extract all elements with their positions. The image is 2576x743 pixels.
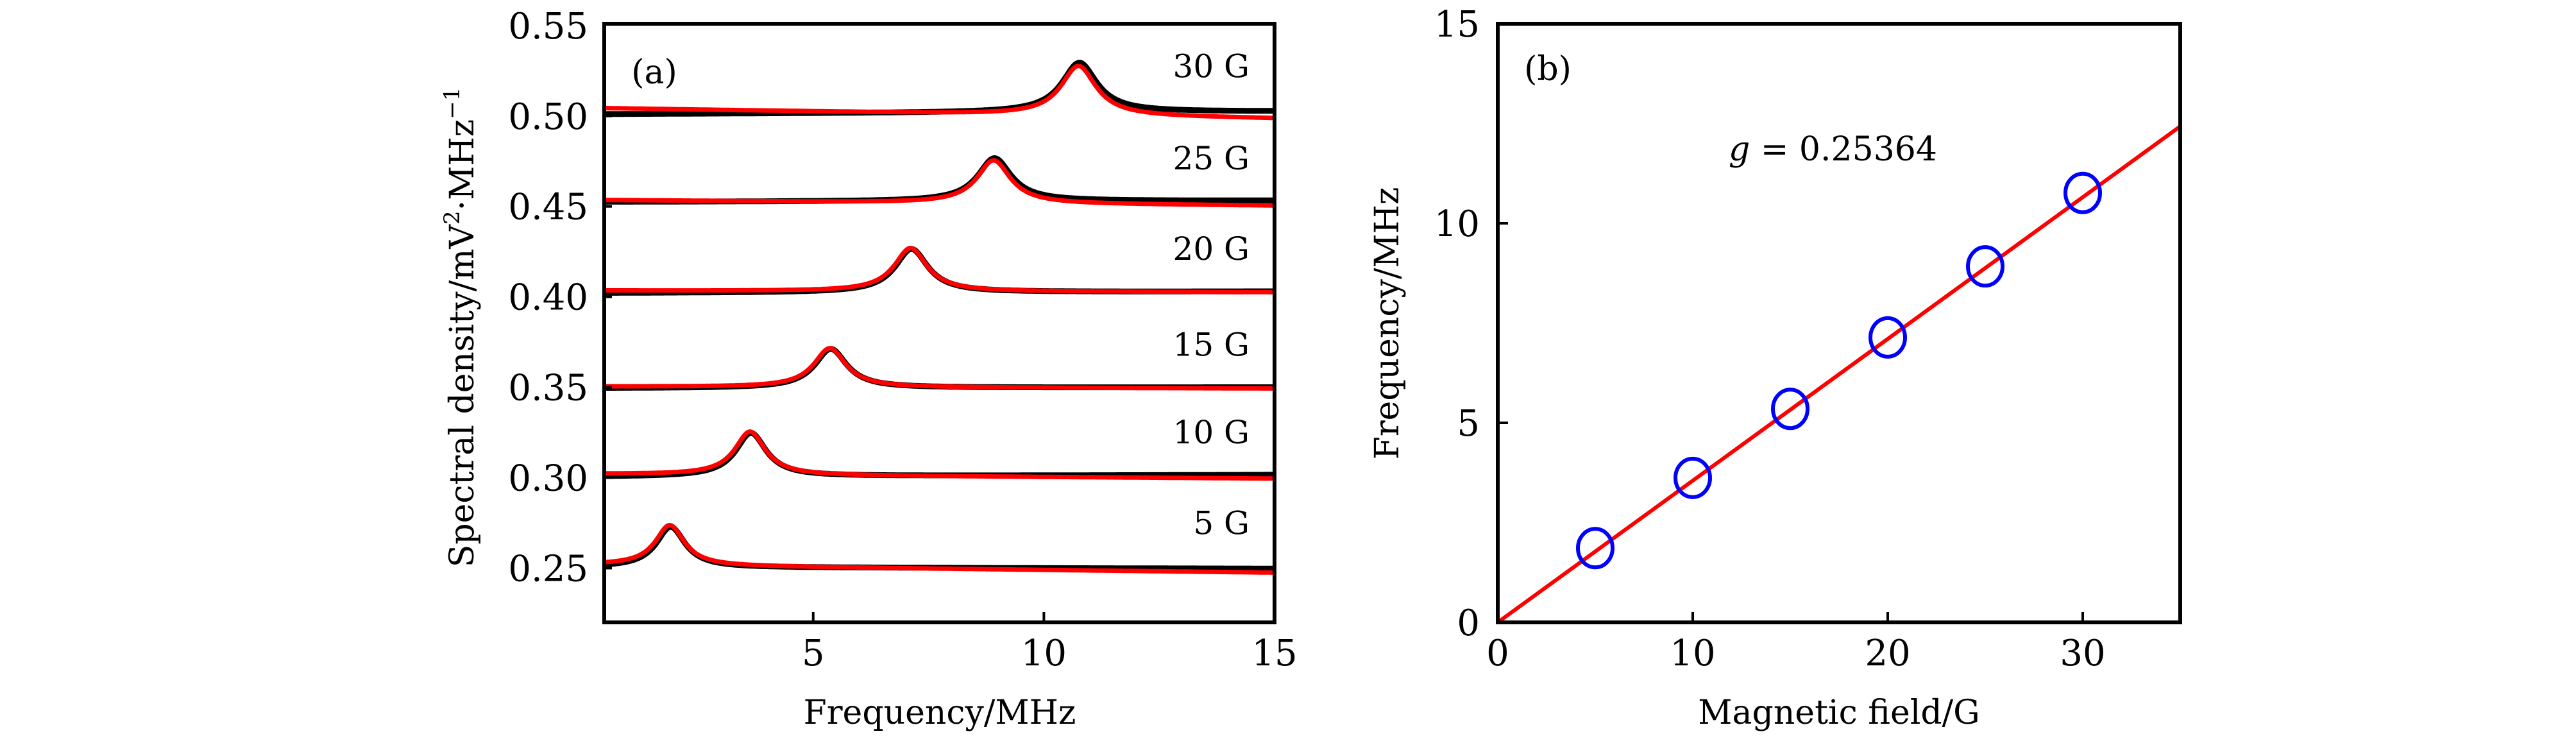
y-label-main: Spectral density/mV [443, 224, 482, 568]
panel-b-x-tick-label: 30 [2060, 633, 2105, 674]
panel-a-frame [602, 22, 1276, 624]
panel-b-x-tick-label: 0 [1486, 633, 1509, 674]
panel-b-y-tick-label: 0 [1457, 602, 1480, 644]
panel-a-tick-labels: 5 10 15 0.25 0.30 0.35 0.40 0.45 0.50 0.55 [508, 6, 1297, 674]
panel-a-ticks [604, 114, 1046, 622]
panel-b-frequency-vs-field: 0 10 20 30 0 5 10 15 (b) g = 0.25364 Magnetic f… [1368, 4, 2182, 732]
panel-b-y-axis-label: Frequency/MHz [1368, 187, 1407, 460]
panel-b-x-axis-label: Magnetic field/G [1698, 694, 1979, 732]
y-label-sup2: −1 [439, 87, 465, 119]
fit-curve-10g [604, 429, 1275, 481]
panel-a-label: (a) [631, 53, 677, 92]
panel-b-y-tick-label: 5 [1457, 403, 1480, 445]
data-point-25g [1966, 245, 2004, 288]
panel-a-x-tick-label: 5 [802, 633, 825, 674]
panel-a-y-tick-label: 0.55 [508, 6, 588, 47]
panel-b-x-tick-label: 20 [1865, 633, 1910, 674]
panel-b-tick-labels: 0 10 20 30 0 5 10 15 [1434, 4, 2106, 674]
panel-a-series-labels: 5 G 10 G 15 G 20 G 25 G 30 G [1173, 48, 1250, 542]
panel-a-curves [604, 60, 1275, 575]
panel-a-x-tick-label: 10 [1021, 633, 1067, 674]
fit-curve-30g [604, 64, 1275, 121]
fit-curve-25g [604, 158, 1275, 208]
panel-b-fit-line-group [1496, 124, 2182, 624]
series-label-10g: 10 G [1173, 414, 1250, 451]
data-point-20g [1868, 316, 1907, 359]
y-label-sup1: 2 [439, 210, 465, 225]
series-label-20g: 20 G [1173, 230, 1250, 268]
panel-b-y-tick-label: 15 [1434, 4, 1480, 46]
panel-a-y-tick-label: 0.35 [508, 368, 588, 409]
data-point-30g [2063, 171, 2102, 214]
panel-a-x-tick-label: 15 [1251, 633, 1297, 674]
panel-b-y-tick-label: 10 [1434, 203, 1480, 245]
panel-a-y-tick-label: 0.25 [508, 548, 588, 590]
data-point-15g [1771, 388, 1809, 431]
panel-a-y-tick-label: 0.45 [508, 187, 588, 228]
panel-b-frame [1496, 22, 2182, 624]
series-label-25g: 25 G [1173, 140, 1250, 177]
measured-spectrum-5g [604, 524, 1275, 572]
linear-fit-line [1496, 124, 2182, 624]
fit-curve-5g [604, 522, 1275, 575]
y-label-mid: ·MHz [443, 119, 482, 211]
panel-a-y-tick-label: 0.40 [508, 277, 588, 319]
panel-b-label: (b) [1524, 50, 1572, 89]
panel-a-spectra: 5 G 10 G 15 G 20 G 25 G 30 G 5 10 15 0.25 0.30 0.3… [439, 6, 1298, 732]
panel-a-x-axis-label: Frequency/MHz [804, 694, 1076, 732]
panel-a-y-axis-label: Spectral density/mV2·MHz−1 [439, 87, 482, 568]
g-factor-annotation: g = 0.25364 [1729, 130, 1937, 169]
data-point-10g [1674, 456, 1712, 499]
g-value: = 0.25364 [1750, 130, 1937, 169]
series-label-30g: 30 G [1173, 48, 1250, 85]
fit-curve-15g [604, 346, 1275, 391]
panel-a-y-tick-label: 0.50 [508, 96, 588, 138]
panel-a-y-tick-label: 0.30 [508, 458, 588, 500]
data-point-5g [1576, 527, 1614, 570]
fit-curve-20g [604, 245, 1275, 295]
panel-b-x-tick-label: 10 [1670, 633, 1715, 674]
panel-b-points [1576, 171, 2102, 570]
g-symbol: g [1729, 130, 1750, 169]
series-label-15g: 15 G [1173, 326, 1250, 363]
series-label-5g: 5 G [1193, 504, 1250, 542]
